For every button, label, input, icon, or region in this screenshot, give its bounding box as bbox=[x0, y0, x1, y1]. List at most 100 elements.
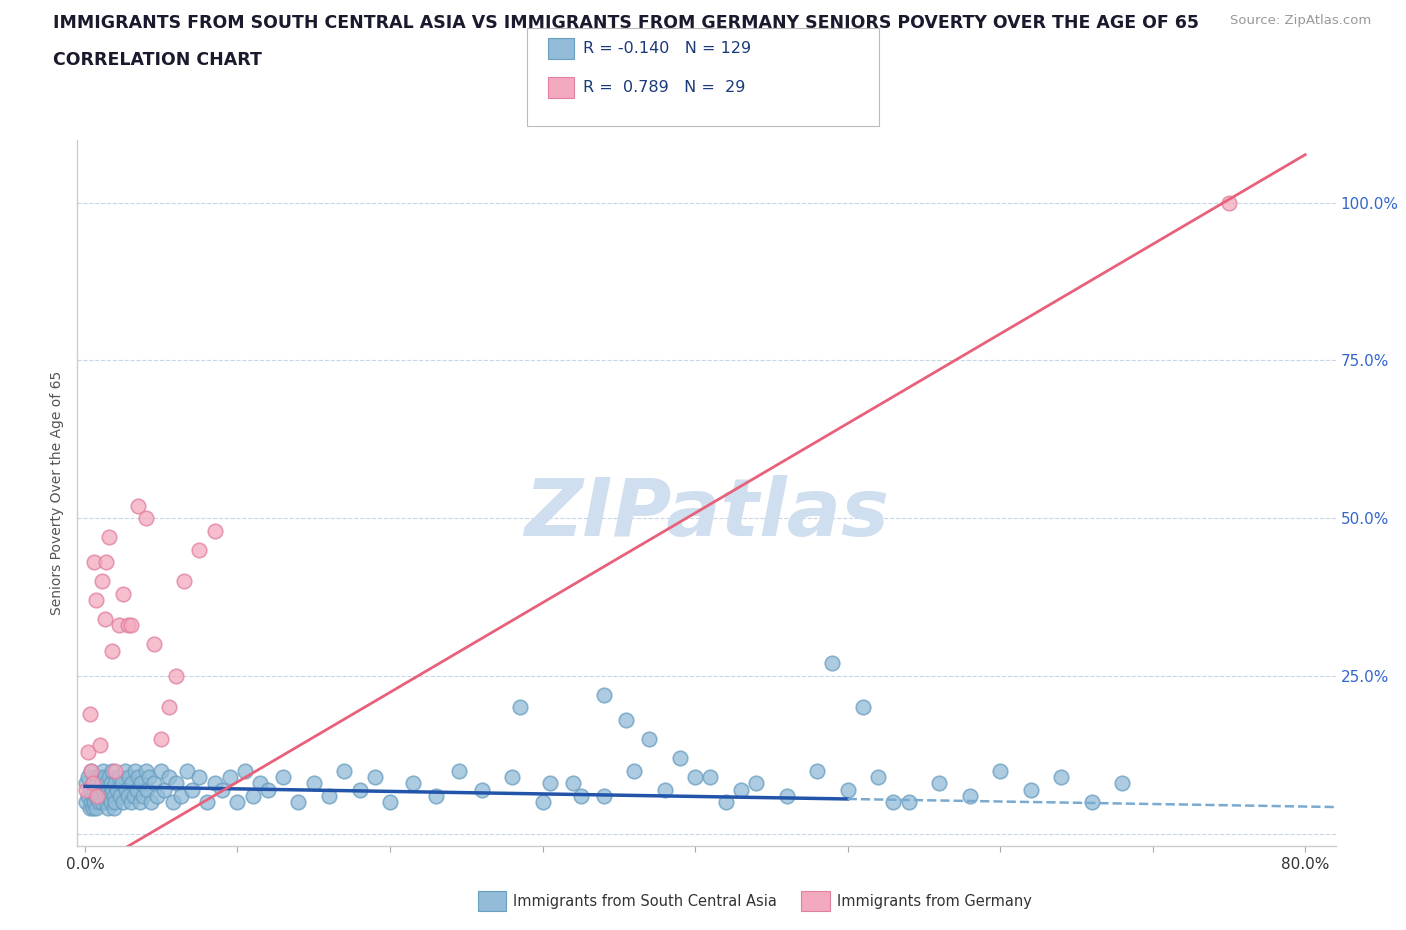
Point bbox=[569, 789, 592, 804]
Y-axis label: Seniors Poverty Over the Age of 65: Seniors Poverty Over the Age of 65 bbox=[51, 371, 65, 615]
Point bbox=[233, 764, 256, 778]
Point bbox=[806, 764, 828, 778]
Point bbox=[882, 794, 904, 809]
Point bbox=[107, 769, 129, 784]
Point bbox=[402, 776, 425, 790]
Point bbox=[157, 769, 180, 784]
Point bbox=[135, 764, 157, 778]
Point bbox=[271, 769, 294, 784]
Point bbox=[120, 618, 142, 633]
Point bbox=[592, 687, 614, 702]
Point bbox=[128, 794, 150, 809]
Point bbox=[638, 732, 661, 747]
Point bbox=[1111, 776, 1133, 790]
Point bbox=[242, 789, 264, 804]
Point bbox=[82, 776, 104, 790]
Point bbox=[112, 587, 135, 602]
Point bbox=[117, 618, 139, 633]
Point bbox=[118, 769, 141, 784]
Point bbox=[1050, 769, 1073, 784]
Point bbox=[501, 769, 523, 784]
Point bbox=[616, 712, 638, 727]
Point bbox=[170, 789, 193, 804]
Point bbox=[654, 782, 676, 797]
Point bbox=[211, 782, 233, 797]
Point bbox=[127, 769, 149, 784]
Point bbox=[125, 782, 148, 797]
Point bbox=[714, 794, 737, 809]
Point bbox=[84, 789, 107, 804]
Point bbox=[115, 782, 138, 797]
Point bbox=[364, 769, 387, 784]
Point bbox=[98, 789, 121, 804]
Point bbox=[136, 782, 159, 797]
Point bbox=[100, 776, 122, 790]
Point bbox=[83, 555, 105, 570]
Point bbox=[90, 574, 112, 589]
Point bbox=[86, 789, 108, 804]
Point bbox=[837, 782, 859, 797]
Point bbox=[117, 789, 139, 804]
Point bbox=[378, 794, 401, 809]
Point bbox=[425, 789, 447, 804]
Point bbox=[218, 769, 240, 784]
Point bbox=[96, 794, 118, 809]
Point bbox=[91, 764, 114, 778]
Point bbox=[84, 769, 107, 784]
Point bbox=[131, 776, 153, 790]
Point bbox=[98, 530, 121, 545]
Point bbox=[77, 789, 100, 804]
Point bbox=[97, 782, 120, 797]
Point bbox=[96, 555, 118, 570]
Point bbox=[79, 707, 101, 722]
Point bbox=[1019, 782, 1042, 797]
Point bbox=[145, 789, 167, 804]
Point bbox=[897, 794, 920, 809]
Point bbox=[249, 776, 271, 790]
Point bbox=[127, 498, 149, 513]
Point bbox=[623, 764, 645, 778]
Point bbox=[94, 769, 117, 784]
Point bbox=[90, 776, 112, 790]
Point bbox=[80, 764, 103, 778]
Point bbox=[135, 511, 157, 525]
Point bbox=[150, 764, 173, 778]
Point bbox=[86, 776, 108, 790]
Point bbox=[166, 776, 188, 790]
Point bbox=[89, 769, 111, 784]
Point bbox=[84, 592, 107, 607]
Point bbox=[83, 794, 105, 809]
Point bbox=[318, 789, 340, 804]
Point bbox=[110, 776, 132, 790]
Point bbox=[470, 782, 492, 797]
Point bbox=[101, 782, 124, 797]
Point bbox=[1080, 794, 1102, 809]
Point bbox=[94, 789, 117, 804]
Point bbox=[195, 794, 218, 809]
Text: R =  0.789   N =  29: R = 0.789 N = 29 bbox=[583, 80, 745, 95]
Point bbox=[988, 764, 1011, 778]
Point bbox=[77, 744, 100, 759]
Point bbox=[104, 776, 127, 790]
Point bbox=[82, 801, 104, 816]
Point bbox=[101, 764, 124, 778]
Point bbox=[82, 776, 104, 790]
Point bbox=[91, 782, 114, 797]
Point bbox=[509, 700, 531, 715]
Point bbox=[87, 794, 110, 809]
Point bbox=[531, 794, 554, 809]
Point bbox=[447, 764, 470, 778]
Point bbox=[730, 782, 752, 797]
Point bbox=[257, 782, 280, 797]
Point bbox=[669, 751, 692, 765]
Point bbox=[204, 776, 226, 790]
Point bbox=[108, 789, 131, 804]
Point bbox=[302, 776, 325, 790]
Point bbox=[89, 789, 111, 804]
Point bbox=[349, 782, 371, 797]
Point bbox=[122, 789, 145, 804]
Point bbox=[79, 782, 101, 797]
Point bbox=[132, 789, 155, 804]
Point bbox=[592, 789, 614, 804]
Point bbox=[79, 801, 101, 816]
